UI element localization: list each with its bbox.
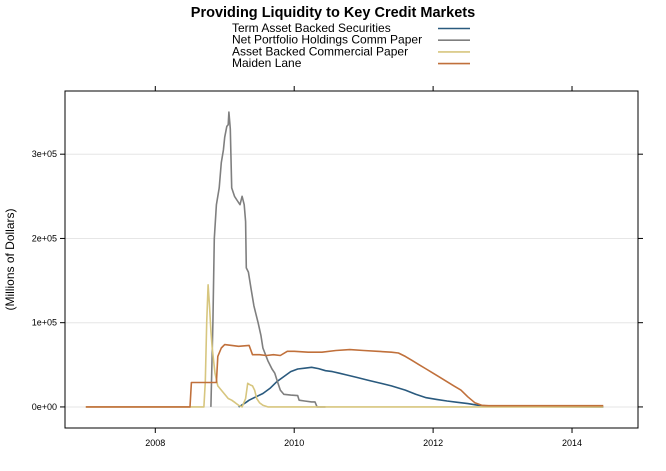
series-group	[85, 111, 604, 408]
x-axis: 2008 2010 2012 2014	[145, 86, 582, 448]
y-tick-label: 1e+05	[32, 318, 57, 328]
series-line-asset-backed-commercial-paper	[85, 284, 604, 408]
x-tick-label: 2010	[284, 438, 304, 448]
y-tick-label: 0e+00	[32, 402, 57, 412]
y-tick-label: 3e+05	[32, 149, 57, 159]
plot-frame	[64, 90, 639, 429]
series-line-term-asset-backed-securities	[238, 366, 604, 408]
x-tick-label: 2008	[145, 438, 165, 448]
chart-title: Providing Liquidity to Key Credit Market…	[191, 5, 475, 21]
series-line-net-portfolio-holdings-comm-paper	[210, 111, 326, 408]
y-axis: 0e+00 1e+05 2e+05 3e+05	[32, 149, 643, 412]
legend-label: Asset Backed Commercial Paper	[232, 44, 408, 58]
grid-lines	[65, 153, 638, 408]
y-tick-label: 2e+05	[32, 233, 57, 243]
y-axis-label: (Millions of Dollars)	[3, 208, 17, 310]
legend-label: Maiden Lane	[232, 56, 302, 70]
legend-label: Net Portfolio Holdings Comm Paper	[232, 33, 422, 47]
legend-label: Term Asset Backed Securities	[232, 21, 391, 35]
series-line-maiden-lane	[85, 343, 604, 408]
x-tick-label: 2014	[562, 438, 582, 448]
x-tick-label: 2012	[423, 438, 443, 448]
